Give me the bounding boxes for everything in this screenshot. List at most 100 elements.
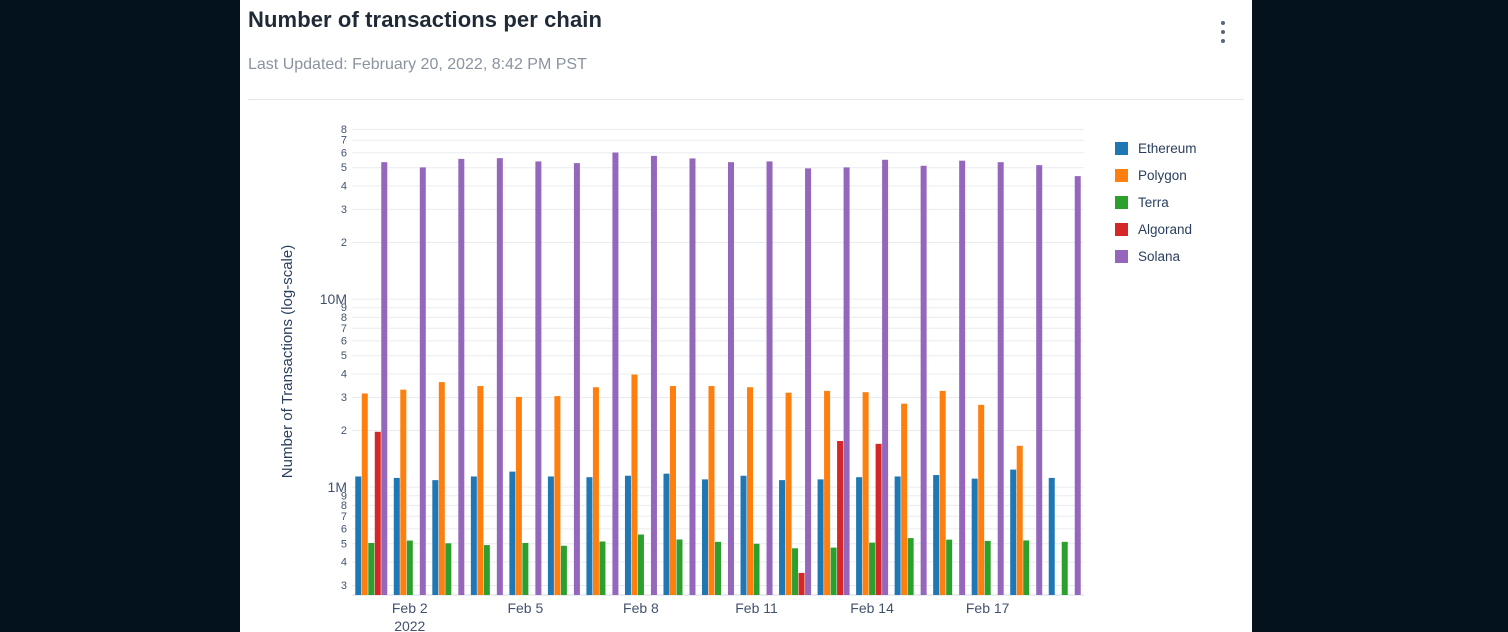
bar-ethereum-feb-14[interactable] — [856, 477, 863, 595]
bar-ethereum-feb-2[interactable] — [393, 477, 400, 595]
bar-terra-feb-8[interactable] — [637, 534, 644, 595]
bar-polygon-feb-6[interactable] — [554, 396, 561, 595]
kebab-menu-icon[interactable] — [1214, 17, 1232, 47]
bar-solana-feb-11[interactable] — [766, 161, 773, 596]
bar-terra-feb-1[interactable] — [368, 542, 375, 595]
bar-terra-feb-7[interactable] — [599, 541, 606, 595]
y-tick-label: 4 — [341, 180, 347, 192]
bar-ethereum-feb-17[interactable] — [971, 478, 978, 595]
bar-terra-feb-13[interactable] — [830, 547, 837, 595]
y-tick-label: 9 — [341, 302, 347, 314]
bar-ethereum-feb-7[interactable] — [586, 477, 593, 595]
bar-polygon-feb-2[interactable] — [400, 389, 407, 595]
bar-terra-feb-12[interactable] — [792, 548, 799, 595]
bar-algorand-feb-13[interactable] — [837, 440, 844, 595]
bar-ethereum-feb-16[interactable] — [933, 475, 940, 595]
bar-ethereum-feb-15[interactable] — [894, 476, 901, 595]
bar-terra-feb-19[interactable] — [1061, 541, 1068, 595]
bar-algorand-feb-14[interactable] — [875, 443, 882, 595]
bar-terra-feb-16[interactable] — [946, 539, 953, 595]
bar-solana-feb-19[interactable] — [1074, 176, 1081, 596]
bar-solana-feb-18[interactable] — [1036, 165, 1043, 596]
bar-terra-feb-17[interactable] — [984, 540, 991, 595]
bar-solana-feb-2[interactable] — [419, 167, 426, 595]
bar-ethereum-feb-8[interactable] — [624, 475, 631, 595]
page-title: Number of transactions per chain — [248, 7, 603, 32]
bar-terra-feb-2[interactable] — [406, 540, 413, 595]
bar-polygon-feb-10[interactable] — [708, 386, 715, 595]
bar-solana-feb-1[interactable] — [381, 162, 388, 595]
y-tick-label: 5 — [341, 350, 347, 362]
bar-terra-feb-3[interactable] — [445, 543, 452, 595]
bar-terra-feb-9[interactable] — [676, 539, 683, 595]
bar-polygon-feb-15[interactable] — [901, 403, 908, 595]
bar-terra-feb-11[interactable] — [753, 543, 760, 595]
bar-polygon-feb-18[interactable] — [1016, 445, 1023, 595]
bar-polygon-feb-4[interactable] — [477, 386, 484, 595]
bar-solana-feb-15[interactable] — [920, 165, 927, 596]
bar-terra-feb-18[interactable] — [1023, 540, 1030, 595]
bar-ethereum-feb-10[interactable] — [702, 479, 708, 595]
bar-ethereum-feb-4[interactable] — [470, 476, 477, 595]
bar-solana-feb-8[interactable] — [650, 155, 657, 595]
legend-item-polygon[interactable]: Polygon — [1115, 168, 1197, 183]
bar-solana-feb-9[interactable] — [689, 158, 696, 595]
bar-ethereum-feb-5[interactable] — [509, 471, 516, 595]
last-updated-text: Last Updated: February 20, 2022, 8:42 PM… — [248, 56, 587, 73]
bar-algorand-feb-1[interactable] — [374, 431, 381, 595]
bar-ethereum-feb-1[interactable] — [355, 476, 362, 595]
bar-terra-feb-10[interactable] — [715, 541, 721, 595]
bar-ethereum-feb-19[interactable] — [1048, 477, 1055, 595]
bar-ethereum-feb-3[interactable] — [432, 480, 439, 595]
y-tick-label: 3 — [341, 204, 347, 216]
bar-algorand-feb-12[interactable] — [798, 572, 805, 595]
bar-ethereum-feb-12[interactable] — [779, 480, 786, 595]
bar-terra-feb-5[interactable] — [522, 542, 529, 595]
legend-swatch-ethereum — [1115, 142, 1128, 155]
bar-ethereum-feb-18[interactable] — [1010, 469, 1017, 595]
legend-item-algorand[interactable]: Algorand — [1115, 222, 1197, 237]
bar-polygon-feb-13[interactable] — [824, 390, 831, 595]
legend-item-terra[interactable]: Terra — [1115, 195, 1197, 210]
kebab-dot — [1221, 39, 1225, 43]
bar-solana-feb-3[interactable] — [458, 158, 465, 595]
bar-polygon-feb-14[interactable] — [862, 392, 869, 595]
bar-solana-feb-4[interactable] — [496, 158, 503, 595]
y-tick-label: 7 — [341, 323, 347, 335]
bar-polygon-feb-5[interactable] — [515, 396, 522, 595]
bar-polygon-feb-11[interactable] — [747, 387, 754, 595]
y-tick-label: 5 — [341, 538, 347, 550]
bar-solana-feb-10[interactable] — [728, 162, 734, 595]
x-tick-label: Feb 17 — [966, 600, 1010, 616]
bar-polygon-feb-8[interactable] — [631, 374, 638, 595]
bar-solana-feb-5[interactable] — [535, 161, 542, 596]
bar-solana-feb-17[interactable] — [997, 162, 1004, 595]
y-tick-label: 9 — [341, 490, 347, 502]
bar-solana-feb-7[interactable] — [612, 152, 619, 595]
bar-polygon-feb-17[interactable] — [978, 404, 985, 595]
y-tick-label: 8 — [341, 124, 347, 136]
bar-terra-feb-4[interactable] — [483, 545, 490, 595]
bar-polygon-feb-16[interactable] — [939, 390, 946, 595]
bar-ethereum-feb-9[interactable] — [663, 473, 670, 595]
bar-solana-feb-16[interactable] — [959, 160, 966, 595]
header-divider — [248, 99, 1244, 100]
bar-polygon-feb-3[interactable] — [438, 382, 445, 595]
bar-solana-feb-6[interactable] — [573, 163, 580, 595]
bar-ethereum-feb-13[interactable] — [817, 479, 824, 595]
bar-ethereum-feb-6[interactable] — [547, 476, 554, 595]
bar-terra-feb-14[interactable] — [869, 542, 876, 595]
bar-solana-feb-12[interactable] — [805, 168, 812, 595]
bar-polygon-feb-1[interactable] — [361, 393, 368, 595]
bar-terra-feb-6[interactable] — [560, 545, 567, 595]
bar-solana-feb-13[interactable] — [843, 167, 850, 595]
bar-ethereum-feb-11[interactable] — [740, 475, 747, 595]
bar-terra-feb-15[interactable] — [907, 538, 914, 595]
bar-polygon-feb-12[interactable] — [785, 392, 792, 595]
legend-item-ethereum[interactable]: Ethereum — [1115, 141, 1197, 156]
bar-solana-feb-14[interactable] — [882, 159, 889, 595]
bar-polygon-feb-9[interactable] — [669, 386, 676, 595]
bar-polygon-feb-7[interactable] — [592, 387, 599, 595]
legend-item-solana[interactable]: Solana — [1115, 249, 1197, 264]
